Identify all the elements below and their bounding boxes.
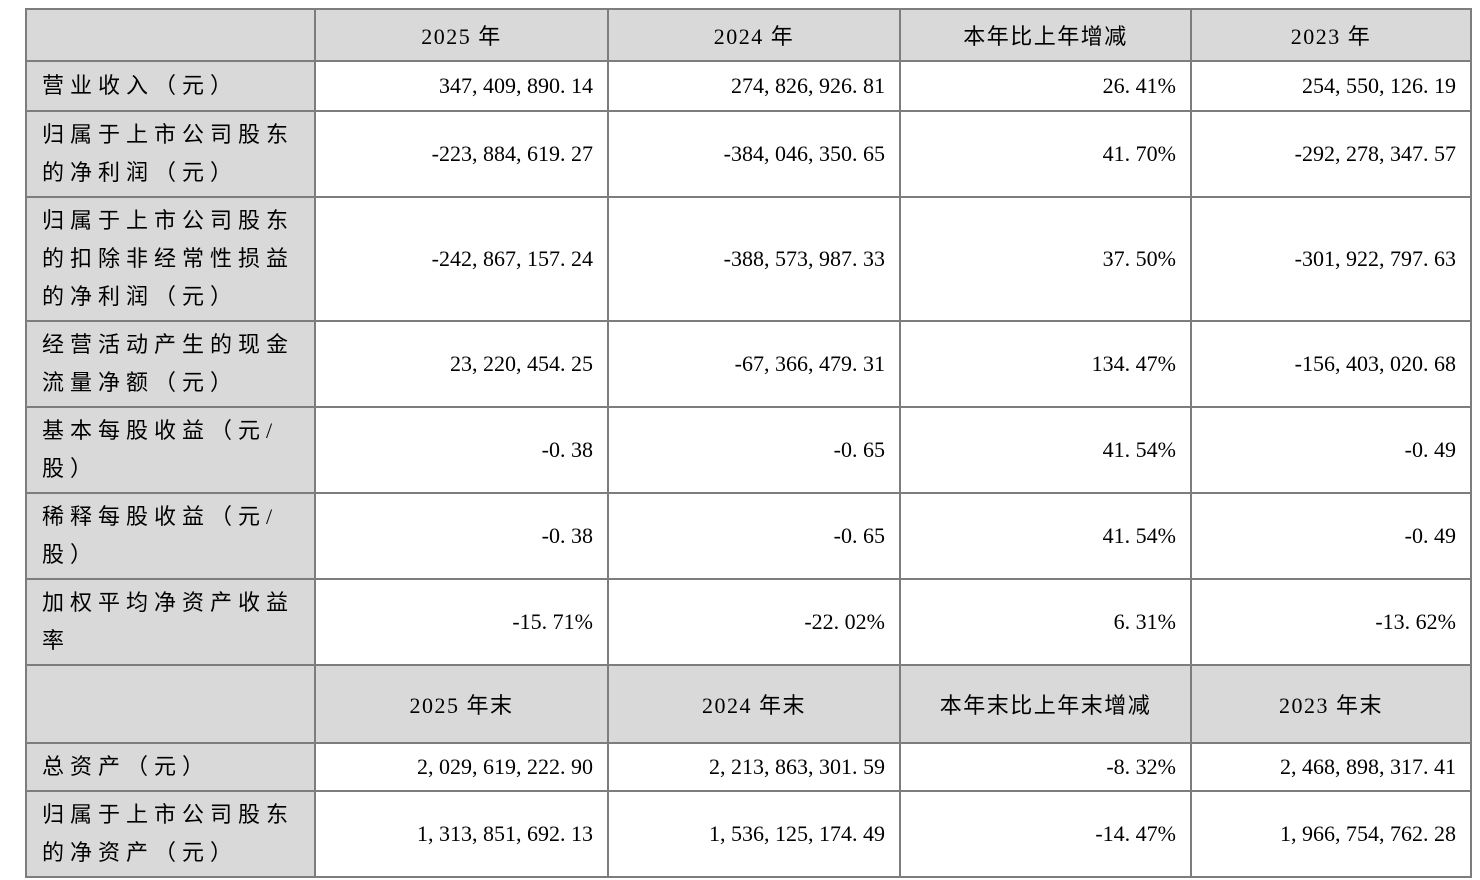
- cell-value: 41. 54%: [899, 406, 1192, 494]
- cell-value: 6. 31%: [899, 578, 1192, 666]
- table-row-operating-cash-flow: 经营活动产生的现金流量净额（元） 23, 220, 454. 25 -67, 3…: [25, 320, 1472, 408]
- header-cell-end-yoy-change: 本年末比上年末增减: [899, 664, 1192, 744]
- row-label: 营业收入（元）: [25, 60, 316, 112]
- cell-value: -301, 922, 797. 63: [1190, 196, 1472, 322]
- cell-value: -22. 02%: [607, 578, 901, 666]
- cell-value: 26. 41%: [899, 60, 1192, 112]
- table-row-basic-eps: 基本每股收益（元/股） -0. 38 -0. 65 41. 54% -0. 49: [25, 406, 1472, 494]
- table-row-weighted-avg-roe: 加权平均净资产收益率 -15. 71% -22. 02% 6. 31% -13.…: [25, 578, 1472, 666]
- cell-value: 274, 826, 926. 81: [607, 60, 901, 112]
- cell-value: -0. 38: [314, 406, 609, 494]
- cell-value: -13. 62%: [1190, 578, 1472, 666]
- table-row-total-assets: 总资产（元） 2, 029, 619, 222. 90 2, 213, 863,…: [25, 742, 1472, 792]
- cell-value: 41. 70%: [899, 110, 1192, 198]
- table-row-revenue: 营业收入（元） 347, 409, 890. 14 274, 826, 926.…: [25, 60, 1472, 112]
- header-cell-2025-end: 2025 年末: [314, 664, 609, 744]
- cell-value: -388, 573, 987. 33: [607, 196, 901, 322]
- cell-value: -0. 65: [607, 492, 901, 580]
- header-cell-empty: [25, 8, 316, 62]
- cell-value: 1, 966, 754, 762. 28: [1190, 790, 1472, 878]
- cell-value: 254, 550, 126. 19: [1190, 60, 1472, 112]
- financial-summary-table: 2025 年 2024 年 本年比上年增减 2023 年 营业收入（元） 347…: [25, 8, 1472, 878]
- row-label: 总资产（元）: [25, 742, 316, 792]
- cell-value: -0. 65: [607, 406, 901, 494]
- cell-value: -384, 046, 350. 65: [607, 110, 901, 198]
- row-label: 加权平均净资产收益率: [25, 578, 316, 666]
- cell-value: -242, 867, 157. 24: [314, 196, 609, 322]
- cell-value: 134. 47%: [899, 320, 1192, 408]
- cell-value: -14. 47%: [899, 790, 1192, 878]
- header-cell-2024-end: 2024 年末: [607, 664, 901, 744]
- cell-value: -67, 366, 479. 31: [607, 320, 901, 408]
- cell-value: -0. 38: [314, 492, 609, 580]
- header-row-period-end: 2025 年末 2024 年末 本年末比上年末增减 2023 年末: [25, 664, 1472, 744]
- cell-value: 37. 50%: [899, 196, 1192, 322]
- row-label: 稀释每股收益（元/股）: [25, 492, 316, 580]
- header-cell-2024: 2024 年: [607, 8, 901, 62]
- cell-value: 2, 213, 863, 301. 59: [607, 742, 901, 792]
- table-row-net-assets: 归属于上市公司股东的净资产（元） 1, 313, 851, 692. 13 1,…: [25, 790, 1472, 878]
- header-cell-2023-end: 2023 年末: [1190, 664, 1472, 744]
- cell-value: -8. 32%: [899, 742, 1192, 792]
- cell-value: -0. 49: [1190, 492, 1472, 580]
- cell-value: 2, 468, 898, 317. 41: [1190, 742, 1472, 792]
- cell-value: -223, 884, 619. 27: [314, 110, 609, 198]
- table-row-net-profit: 归属于上市公司股东的净利润（元） -223, 884, 619. 27 -384…: [25, 110, 1472, 198]
- header-cell-empty: [25, 664, 316, 744]
- table-row-diluted-eps: 稀释每股收益（元/股） -0. 38 -0. 65 41. 54% -0. 49: [25, 492, 1472, 580]
- cell-value: -292, 278, 347. 57: [1190, 110, 1472, 198]
- row-label: 基本每股收益（元/股）: [25, 406, 316, 494]
- table-row-net-profit-excl-nonrecurring: 归属于上市公司股东的扣除非经常性损益的净利润（元） -242, 867, 157…: [25, 196, 1472, 322]
- cell-value: 2, 029, 619, 222. 90: [314, 742, 609, 792]
- header-row-annual: 2025 年 2024 年 本年比上年增减 2023 年: [25, 8, 1472, 62]
- cell-value: 347, 409, 890. 14: [314, 60, 609, 112]
- header-cell-2025: 2025 年: [314, 8, 609, 62]
- row-label: 经营活动产生的现金流量净额（元）: [25, 320, 316, 408]
- row-label: 归属于上市公司股东的净资产（元）: [25, 790, 316, 878]
- cell-value: -15. 71%: [314, 578, 609, 666]
- cell-value: 1, 536, 125, 174. 49: [607, 790, 901, 878]
- row-label: 归属于上市公司股东的扣除非经常性损益的净利润（元）: [25, 196, 316, 322]
- cell-value: 1, 313, 851, 692. 13: [314, 790, 609, 878]
- header-cell-yoy-change: 本年比上年增减: [899, 8, 1192, 62]
- cell-value: -0. 49: [1190, 406, 1472, 494]
- row-label: 归属于上市公司股东的净利润（元）: [25, 110, 316, 198]
- cell-value: -156, 403, 020. 68: [1190, 320, 1472, 408]
- cell-value: 23, 220, 454. 25: [314, 320, 609, 408]
- header-cell-2023: 2023 年: [1190, 8, 1472, 62]
- cell-value: 41. 54%: [899, 492, 1192, 580]
